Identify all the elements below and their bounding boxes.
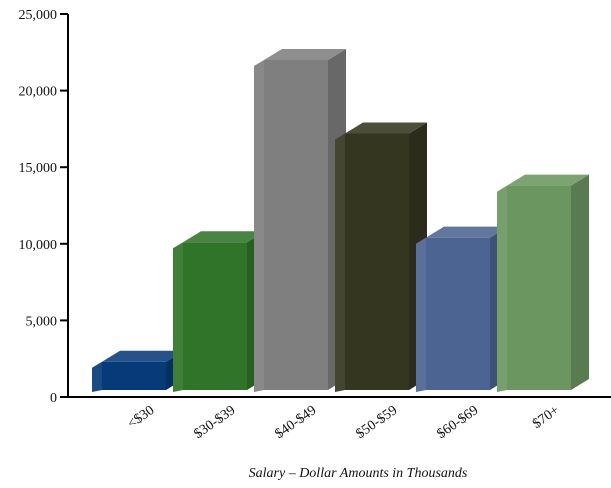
bar [92,350,184,392]
bar-top [264,48,346,60]
y-axis-ticks: 0 5,000 10,000 15,000 20,000 25,000 [19,8,68,406]
bars [92,48,589,393]
bar-left [254,59,264,393]
x-tick-label: $40-$49 [272,403,319,442]
bar-left [416,237,426,392]
bar-front [183,242,247,390]
bar-front [507,185,571,390]
bar [416,226,508,392]
bar-left [335,133,345,392]
x-tick-label: $30-$39 [191,403,238,442]
bar-left [497,185,507,392]
bar-top [507,174,589,186]
bar-top [183,231,265,243]
bar-front [264,59,328,391]
x-tick-label: $70+ [530,403,562,432]
y-tick-label: 15,000 [19,161,58,176]
x-tick-label: <$30 [125,403,157,432]
bar-top [102,350,184,362]
bar [335,122,427,392]
bar [254,48,346,393]
x-tick-label: $50-$59 [353,403,400,442]
bar-left [173,242,183,392]
bar-top [345,122,427,134]
bar-front [102,361,166,390]
bar-front [426,237,490,390]
bar-top [426,226,508,238]
bar [497,174,589,392]
y-tick-label: 25,000 [19,8,58,23]
y-tick-label: 5,000 [26,314,58,329]
y-tick-label: 20,000 [19,85,58,100]
bar-side [571,174,589,390]
bar-front [345,133,409,390]
y-tick-label: 10,000 [19,238,58,253]
bar-left [92,361,102,392]
y-tick-label: 0 [50,391,57,406]
x-axis-title: Salary – Dollar Amounts in Thousands [249,466,468,481]
x-tick-label: $60-$69 [434,403,481,442]
bar [173,231,265,392]
x-axis-labels: <$30 $30-$39 $40-$49 $50-$59 $60-$69 $70+ [125,403,562,442]
